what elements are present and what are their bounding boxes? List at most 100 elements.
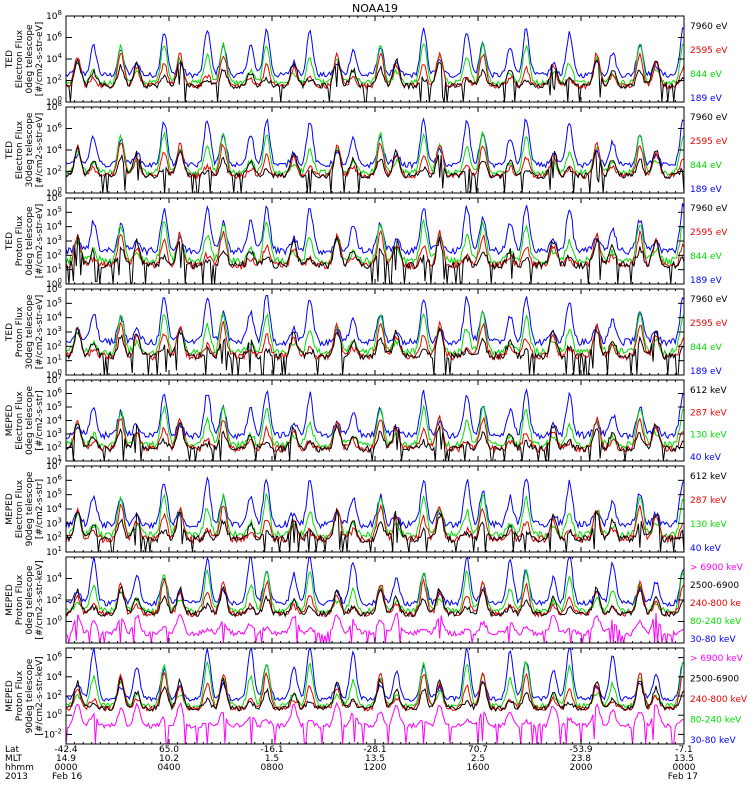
footer-row-label: hhmm — [5, 763, 34, 773]
footer-lat-value: 70.7 — [468, 745, 488, 755]
y-tick-label: 104 — [46, 572, 62, 585]
legend-entry: 30-80 keV — [690, 736, 736, 746]
legend-entry: 240-800 keV — [690, 695, 748, 705]
y-tick-label: 105 — [46, 205, 62, 218]
legend-entry: 240-800 ke — [690, 599, 741, 609]
legend-entry: 7960 eV — [690, 204, 728, 214]
y-tick-label: 10-2 — [44, 727, 62, 740]
series-844-ev-trace — [66, 130, 684, 177]
footer-hhmm-value: 0800 — [261, 763, 284, 773]
y-axis-label: TEDElectron Flux30deg telescope[#/cm2-s-… — [5, 112, 45, 187]
footer-lat-value: 65.0 — [159, 745, 179, 755]
y-tick-label: 106 — [46, 122, 62, 135]
legend-entry: 2595 eV — [690, 228, 728, 238]
series-189-ev-trace — [66, 294, 684, 347]
y-tick-label: 103 — [46, 234, 62, 247]
panel-frame — [65, 379, 685, 462]
y-tick-label: 102 — [46, 593, 62, 606]
y-tick-label: 102 — [46, 339, 62, 352]
legend-entry: 2595 eV — [690, 137, 728, 147]
series-844-ev-trace — [66, 310, 684, 358]
footer-lat-value: -53.9 — [569, 745, 593, 755]
footer-lat-value: -7.1 — [675, 745, 693, 755]
y-tick-label: 105 — [46, 488, 62, 501]
footer-row-label: MLT — [5, 754, 23, 764]
y-tick-label: 104 — [46, 670, 62, 683]
y-tick-label: 104 — [46, 414, 62, 427]
panel-frame — [65, 465, 685, 553]
y-tick-label: 102 — [46, 531, 62, 544]
series-2500-6900-trace — [66, 585, 684, 618]
panel-frame — [65, 15, 685, 103]
legend-entry: 612 keV — [690, 472, 727, 482]
y-axis-label: TEDElectron Flux0deg telescope[#/cm2-s-s… — [5, 22, 45, 97]
y-tick-label: 106 — [46, 473, 62, 486]
y-axis-label: TEDProton Flux30deg telescope[#/cm2-s-st… — [5, 294, 45, 369]
y-tick-label: 108 — [46, 9, 62, 22]
legend-entry: 30-80 keV — [690, 635, 736, 645]
series--6900-kev-trace — [66, 701, 684, 744]
legend-entry: 40 keV — [690, 544, 722, 554]
y-axis-label: TEDProton Flux0deg telescope[#/cm2-s-str… — [5, 204, 45, 279]
series-40-kev-trace — [66, 476, 684, 530]
legend-entry: 2595 eV — [690, 319, 728, 329]
legend-entry: 7960 eV — [690, 295, 728, 305]
y-tick-label: 100 — [46, 708, 62, 721]
legend-entry: 40 keV — [690, 453, 722, 463]
footer-lat-value: -42.4 — [54, 745, 78, 755]
series-30-80-kev-trace — [66, 648, 684, 703]
y-tick-label: 103 — [46, 325, 62, 338]
footer-hhmm-value: 0400 — [158, 763, 181, 773]
legend-entry: 844 eV — [690, 161, 723, 171]
y-tick-label: 101 — [46, 263, 62, 276]
footer-hhmm-value: 2000 — [570, 763, 593, 773]
y-tick-label: 104 — [46, 311, 62, 324]
legend-entry: 130 keV — [690, 431, 727, 441]
footer-mlt-value: 10.2 — [159, 754, 179, 764]
legend-entry: 844 eV — [690, 252, 723, 262]
series-2500-6900-trace — [66, 675, 684, 712]
footer-date-value: Feb 17 — [668, 772, 698, 782]
legend-entry: 2500-6900 — [690, 581, 739, 591]
legend-entry: > 6900 keV — [690, 563, 744, 573]
y-tick-label: 102 — [46, 74, 62, 87]
y-tick-label: 103 — [46, 516, 62, 529]
y-tick-label: 104 — [46, 502, 62, 515]
series-7960-ev-trace — [66, 326, 684, 375]
y-tick-label: 101 — [46, 545, 62, 558]
series-7960-ev-trace — [66, 145, 684, 193]
legend-entry: 287 keV — [690, 408, 727, 418]
series-612-kev-trace — [66, 508, 684, 552]
series-189-ev-trace — [66, 203, 684, 257]
legend-entry: 2595 eV — [690, 46, 728, 56]
footer-hhmm-value: 1600 — [467, 763, 490, 773]
y-tick-label: 102 — [46, 165, 62, 178]
series-130-kev-trace — [66, 492, 684, 540]
chart-title: NOAA19 — [352, 2, 398, 15]
legend-entry: 612 keV — [690, 386, 727, 396]
y-tick-label: 104 — [46, 220, 62, 233]
panel-frame — [65, 106, 685, 194]
legend-entry: 7960 eV — [690, 113, 728, 123]
legend-entry: 130 keV — [690, 520, 727, 530]
series-612-kev-trace — [66, 422, 684, 461]
y-tick-label: 105 — [46, 400, 62, 413]
series-287-kev-trace — [66, 503, 684, 545]
series-844-ev-trace — [66, 219, 684, 267]
legend-entry: 189 eV — [690, 94, 723, 104]
legend-entry: 189 eV — [690, 367, 723, 377]
footer-hhmm-value: 0000 — [55, 763, 78, 773]
legend-entry: 2500-6900 — [690, 675, 739, 685]
legend-entry: 189 eV — [690, 185, 723, 195]
footer-mlt-value: 1.5 — [265, 754, 279, 764]
series-7960-ev-trace — [66, 234, 684, 284]
footer-mlt-value: 13.5 — [674, 754, 694, 764]
y-tick-label: 104 — [46, 52, 62, 65]
